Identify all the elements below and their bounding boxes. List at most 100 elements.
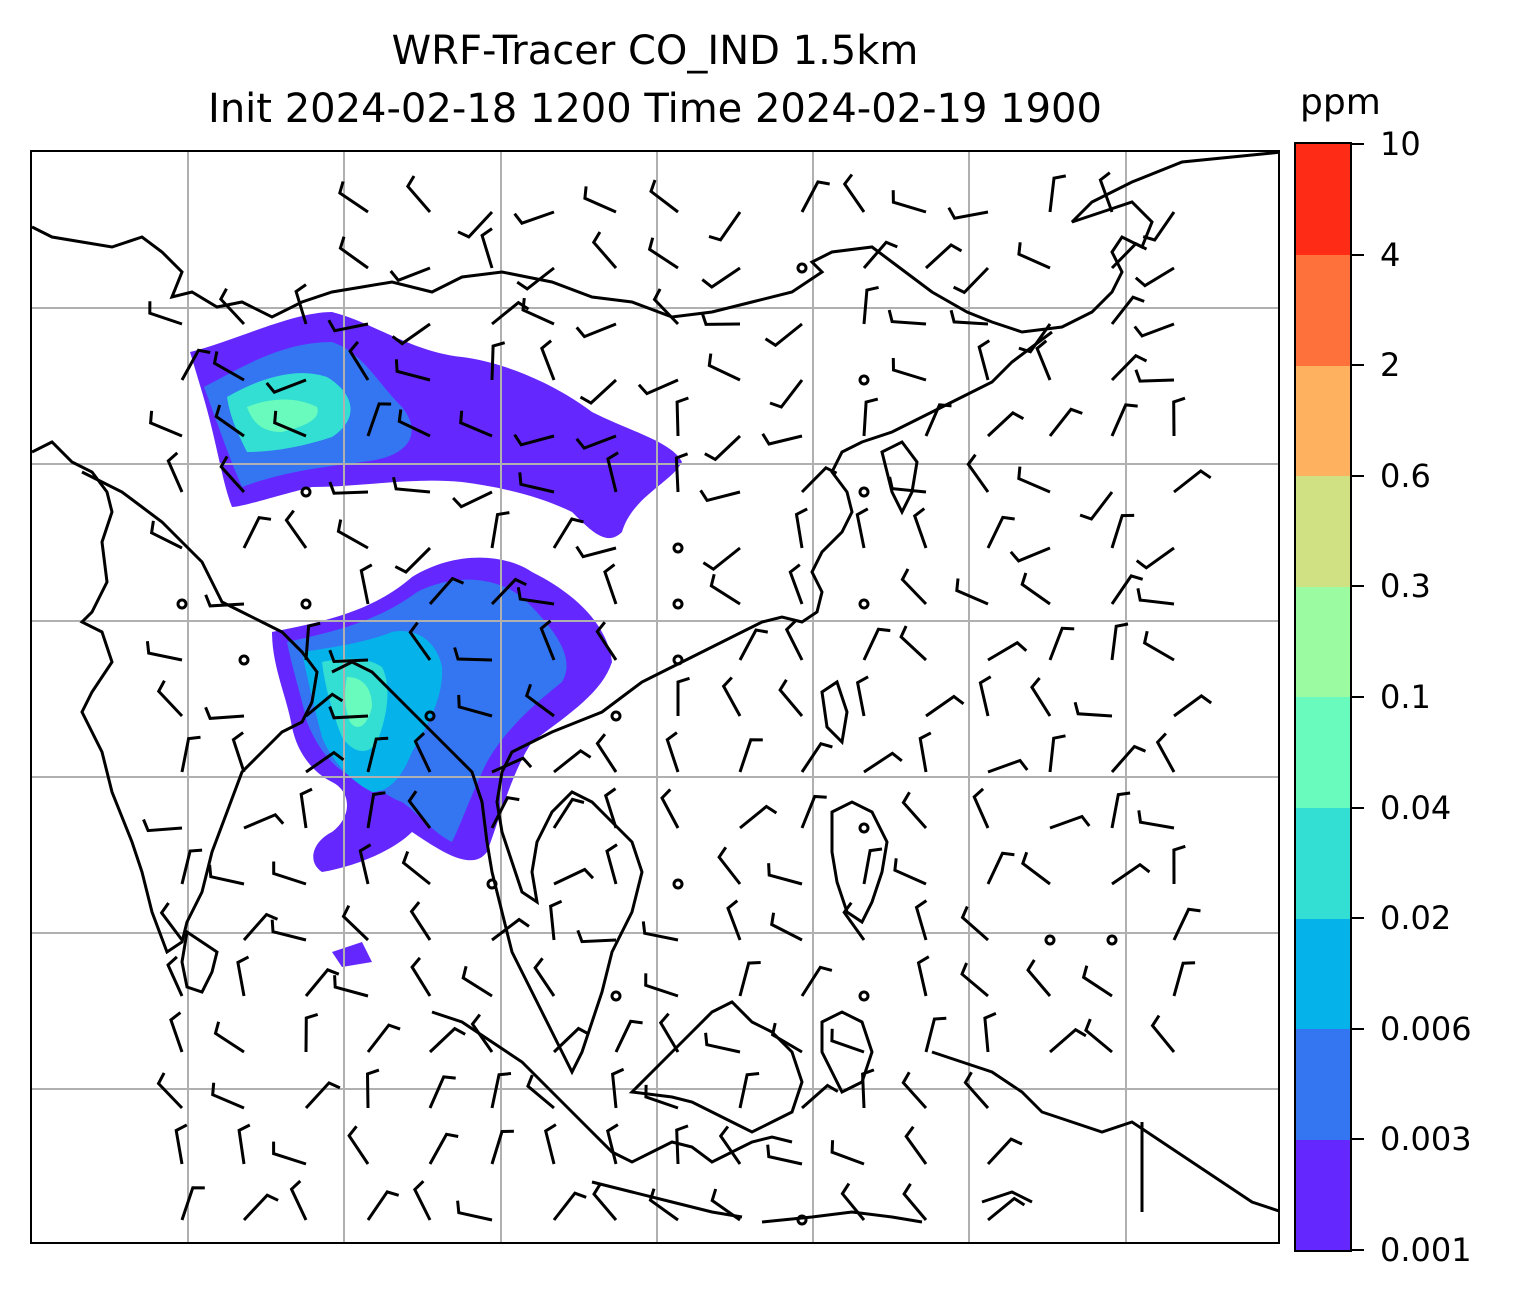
- wind-barb: [595, 733, 618, 773]
- colorbar-tick: [1352, 143, 1364, 145]
- calm-wind-marker: [610, 990, 622, 1002]
- wind-barb: [579, 378, 618, 405]
- wind-barb: [513, 210, 555, 225]
- calm-wind-marker: [300, 486, 312, 498]
- wind-barb: [637, 378, 679, 396]
- wind-barb: [738, 1072, 760, 1109]
- wind-barb: [675, 396, 689, 437]
- wind-barb: [548, 899, 563, 941]
- wind-barb: [1048, 407, 1083, 437]
- wind-barb: [236, 955, 250, 997]
- wind-barb: [389, 266, 431, 283]
- wind-barb: [333, 975, 369, 998]
- wind-barb: [605, 843, 618, 885]
- wind-barb: [553, 867, 595, 886]
- wind-barb: [769, 379, 804, 409]
- wind-barb: [397, 409, 431, 438]
- map-title-line2: Init 2024-02-18 1200 Time 2024-02-19 190…: [208, 86, 1102, 132]
- colorbar-tick-label: 0.1: [1380, 678, 1431, 716]
- wind-barb: [358, 843, 372, 885]
- wind-barb: [159, 902, 184, 941]
- wind-barb: [208, 864, 245, 886]
- wind-barb: [1026, 959, 1052, 997]
- wind-barb: [491, 917, 530, 942]
- colorbar-tick-label: 4: [1380, 235, 1401, 274]
- calm-wind-marker: [858, 486, 870, 498]
- wind-barb: [603, 787, 618, 829]
- wind-barb: [1049, 1027, 1087, 1054]
- wind-barb: [978, 675, 992, 717]
- wind-barb: [391, 322, 431, 346]
- wind-barb: [270, 919, 307, 942]
- colorbar-tick: [1352, 1138, 1364, 1141]
- wind-barb: [901, 1071, 928, 1110]
- wind-barb: [1150, 1014, 1176, 1053]
- wind-barb: [904, 1125, 928, 1165]
- wind-barb: [665, 731, 680, 773]
- wind-barb: [726, 899, 742, 941]
- wind-barb: [1110, 574, 1144, 605]
- wind-barb: [457, 694, 493, 718]
- calm-wind-marker: [238, 654, 250, 666]
- wind-barb: [231, 731, 246, 773]
- wind-barb: [490, 577, 527, 606]
- wind-barb: [652, 288, 680, 326]
- wind-barb: [169, 1011, 184, 1053]
- wind-barb: [1081, 965, 1113, 998]
- wind-barb: [145, 641, 183, 662]
- wind-barb: [219, 455, 246, 494]
- wind-barb: [893, 858, 927, 886]
- wind-barb: [401, 850, 431, 886]
- wind-barb: [987, 1196, 1026, 1222]
- wind-barb: [142, 818, 183, 833]
- wind-barb: [717, 846, 742, 885]
- wind-barb: [1110, 513, 1135, 549]
- wind-barb: [738, 961, 761, 997]
- wind-barb: [914, 899, 928, 941]
- wind-barb: [453, 647, 493, 662]
- wind-barb: [156, 679, 184, 718]
- calm-wind-marker: [858, 822, 870, 834]
- wind-barb: [1134, 369, 1175, 383]
- colorbar-tick-label: 0.006: [1380, 1009, 1472, 1048]
- wind-barb: [299, 787, 313, 829]
- wind-barb: [518, 472, 555, 494]
- wind-barb: [960, 905, 989, 942]
- wind-barb: [490, 1072, 512, 1109]
- wind-barb: [272, 861, 307, 886]
- wind-barb: [1079, 491, 1114, 521]
- calm-wind-marker: [176, 598, 188, 610]
- wind-barb: [700, 312, 741, 326]
- wind-barb: [1048, 174, 1067, 213]
- wind-barb: [1137, 810, 1175, 830]
- colorbar-tick-label: 0.003: [1380, 1120, 1472, 1159]
- wind-barb: [211, 1082, 245, 1110]
- wind-barb: [952, 266, 990, 295]
- map-canvas[interactable]: [32, 152, 1280, 1244]
- wind-barb: [702, 546, 741, 572]
- wind-barb: [591, 231, 618, 269]
- colorbar-tick: [1352, 364, 1364, 367]
- map-panel[interactable]: [30, 150, 1280, 1244]
- wind-barb: [1020, 572, 1051, 606]
- wind-barb: [304, 1012, 319, 1053]
- wind-barb: [721, 676, 742, 717]
- wind-barb: [516, 587, 555, 606]
- colorbar-tick: [1352, 696, 1364, 698]
- wind-barb: [708, 211, 742, 242]
- wind-barb: [456, 1200, 493, 1222]
- wind-barb: [428, 576, 465, 605]
- wind-barb: [1134, 266, 1175, 288]
- wind-barb: [770, 1022, 803, 1054]
- wind-barb: [972, 787, 990, 829]
- wind-barb: [1098, 171, 1114, 213]
- wind-barb: [242, 1193, 279, 1222]
- wind-barb: [800, 741, 833, 773]
- wind-barb: [1021, 851, 1051, 886]
- wind-barb: [242, 515, 272, 549]
- wind-barb: [366, 402, 392, 437]
- wind-barb: [1136, 588, 1175, 606]
- wind-barb: [243, 812, 285, 830]
- wind-barb: [543, 1123, 557, 1165]
- wind-barb: [924, 243, 963, 270]
